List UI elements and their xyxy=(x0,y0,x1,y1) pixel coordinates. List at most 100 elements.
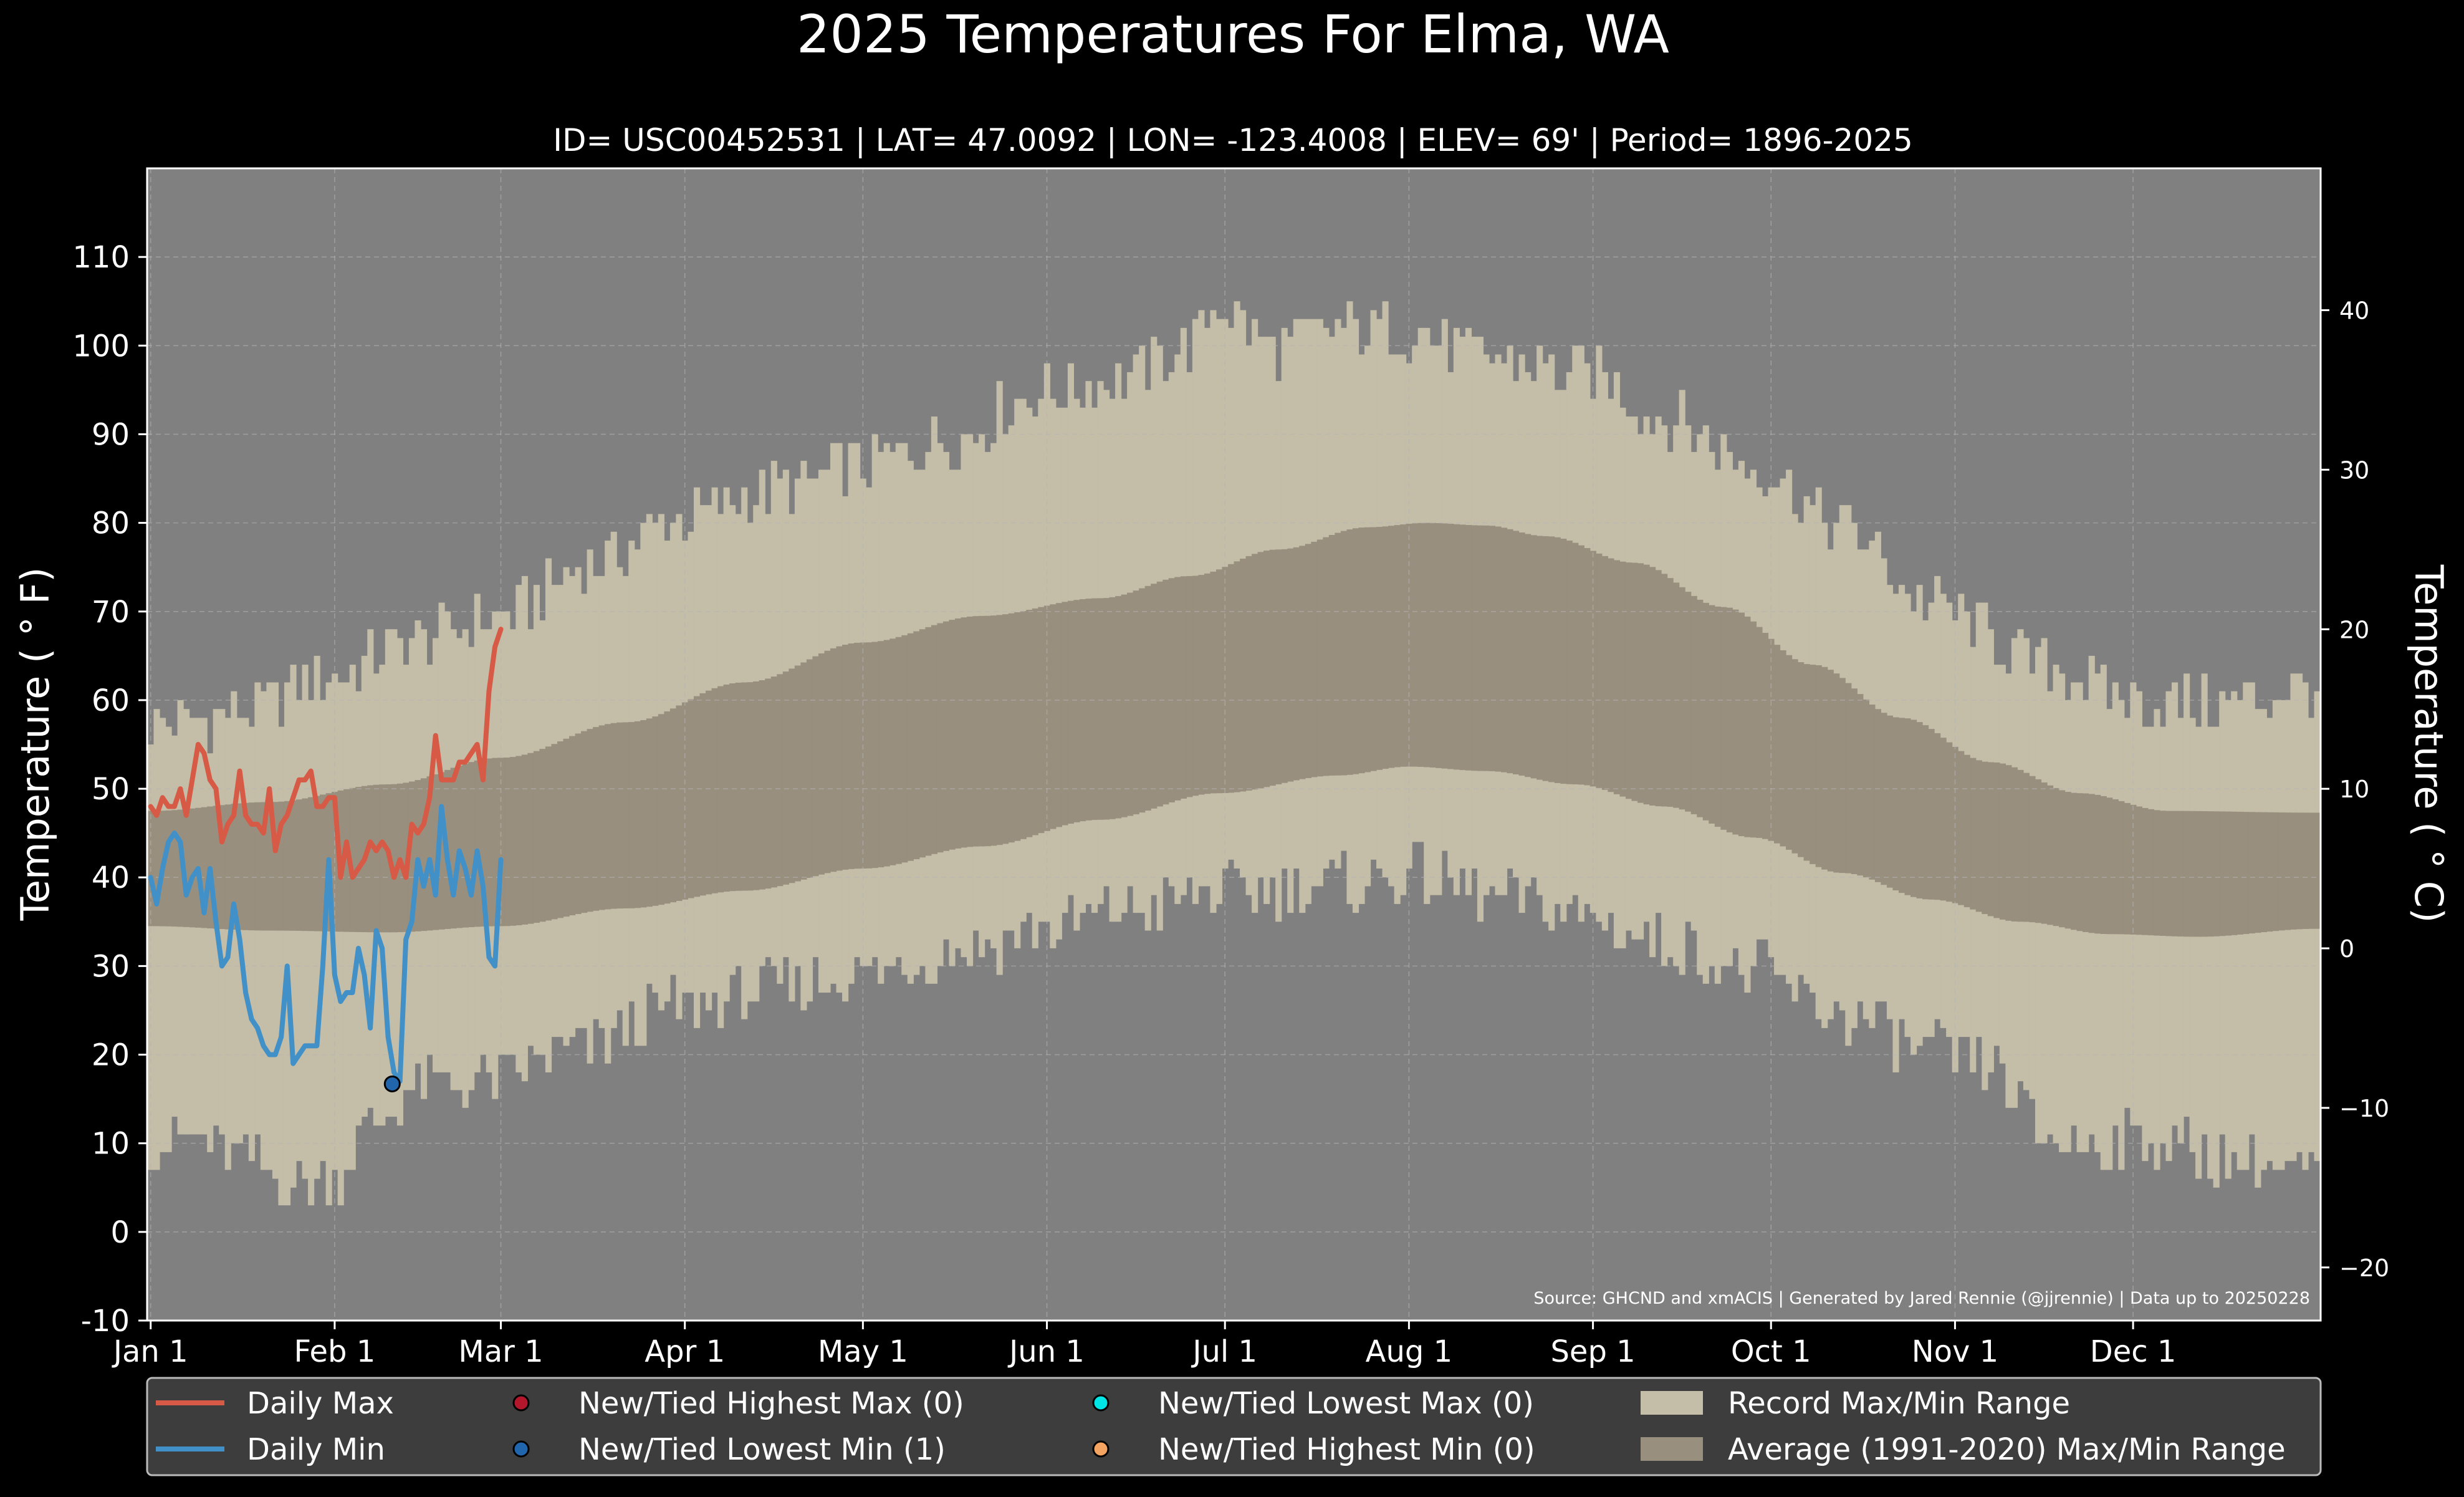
record-range-bar xyxy=(284,682,291,1206)
legend-item: New/Tied Lowest Max (0) xyxy=(1092,1386,1534,1421)
normal-range-bar xyxy=(219,805,226,930)
normal-range-bar xyxy=(610,723,617,909)
normal-range-bar xyxy=(640,720,647,908)
normal-range-bar xyxy=(1810,665,1816,864)
normal-range-bar xyxy=(1803,664,1810,861)
normal-range-bar xyxy=(1643,564,1650,805)
normal-range-bar xyxy=(272,802,279,931)
normal-range-bar xyxy=(2118,801,2125,935)
normal-range-bar xyxy=(320,794,327,931)
normal-range-bar xyxy=(1827,670,1834,872)
normal-range-bar xyxy=(1507,529,1513,774)
record-range-bar xyxy=(2225,700,2232,1179)
normal-range-bar xyxy=(1845,683,1852,874)
normal-range-bar xyxy=(1115,596,1122,819)
normal-range-bar xyxy=(706,690,712,895)
y-tick-label: 10 xyxy=(92,1127,130,1162)
normal-range-bar xyxy=(1406,524,1412,767)
normal-range-bar xyxy=(2201,811,2208,937)
normal-range-bar xyxy=(2071,792,2078,930)
normal-range-bar xyxy=(1744,616,1751,837)
x-tick-label: Feb 1 xyxy=(294,1334,376,1369)
normal-range-bar xyxy=(557,741,564,918)
normal-range-bar xyxy=(1417,522,1424,767)
normal-range-bar xyxy=(373,784,380,933)
normal-range-bar xyxy=(1690,595,1697,814)
normal-range-bar xyxy=(367,785,374,933)
normal-range-bar xyxy=(569,736,576,916)
normal-range-bar xyxy=(854,642,861,869)
normal-range-bar xyxy=(2154,810,2160,936)
normal-range-bar xyxy=(1548,536,1555,782)
normal-range-bar xyxy=(1649,567,1656,806)
normal-range-bar xyxy=(1097,598,1104,820)
x-tick-label: Aug 1 xyxy=(1366,1334,1453,1369)
normal-range-bar xyxy=(1026,610,1033,837)
normal-range-bar xyxy=(1518,532,1525,776)
normal-range-bar xyxy=(1940,738,1947,901)
normal-range-bar xyxy=(2041,782,2048,924)
normal-range-bar xyxy=(1376,527,1383,770)
x-tick-label: Mar 1 xyxy=(458,1334,543,1369)
normal-range-bar xyxy=(967,616,974,847)
normal-range-bar xyxy=(183,809,190,927)
y-tick-label: 70 xyxy=(92,595,130,630)
normal-range-bar xyxy=(1910,720,1917,897)
normal-range-bar xyxy=(343,789,350,932)
normal-range-bar xyxy=(2243,812,2250,935)
normal-range-bar xyxy=(224,804,231,930)
normal-range-bar xyxy=(521,754,528,925)
normal-range-bar xyxy=(2248,812,2255,934)
normal-range-bar xyxy=(1186,575,1193,797)
normal-range-bar xyxy=(1869,705,1876,880)
legend-patch-swatch xyxy=(1641,1437,1703,1461)
normal-range-bar xyxy=(1062,602,1068,826)
y-right-tick-label: 20 xyxy=(2339,616,2369,643)
normal-range-bar xyxy=(1613,560,1621,794)
normal-range-bar xyxy=(2059,790,2066,928)
normal-range-bar xyxy=(777,674,784,887)
x-tick-label: Sep 1 xyxy=(1550,1334,1635,1369)
normal-range-bar xyxy=(391,784,398,933)
normal-range-bar xyxy=(723,684,730,892)
normal-range-bar xyxy=(1316,539,1323,777)
normal-range-bar xyxy=(1993,762,2000,918)
normal-range-bar xyxy=(1424,522,1431,768)
normal-range-bar xyxy=(308,797,315,931)
normal-range-bar xyxy=(2177,811,2184,937)
normal-range-bar xyxy=(1323,537,1330,776)
normal-range-bar xyxy=(1525,534,1532,777)
normal-range-bar xyxy=(1536,536,1543,780)
legend-item: Record Max/Min Range xyxy=(1641,1386,2070,1421)
normal-range-bar xyxy=(2159,811,2167,936)
x-tick-label: Jul 1 xyxy=(1191,1334,1257,1369)
normal-range-bar xyxy=(954,618,962,849)
normal-range-bar xyxy=(213,806,219,929)
legend-item: New/Tied Highest Max (0) xyxy=(512,1386,964,1421)
normal-range-bar xyxy=(1020,611,1027,839)
record-range-bar xyxy=(2106,709,2113,1170)
normal-range-bar xyxy=(266,802,273,931)
record-range-bar xyxy=(2272,700,2279,1170)
normal-range-bar xyxy=(2136,806,2142,935)
normal-range-bar xyxy=(296,799,303,931)
record-range-bar xyxy=(2260,709,2267,1170)
normal-range-bar xyxy=(1862,699,1869,878)
normal-range-bar xyxy=(2207,811,2214,937)
legend-dot-swatch xyxy=(1092,1440,1110,1458)
normal-range-bar xyxy=(1133,590,1139,815)
normal-range-bar xyxy=(1400,524,1407,767)
normal-range-bar xyxy=(1970,758,1977,910)
y-tick-label: 40 xyxy=(92,860,130,895)
x-tick-label: May 1 xyxy=(818,1334,908,1369)
normal-range-bar xyxy=(1726,607,1733,833)
normal-range-bar xyxy=(1922,725,1929,900)
normal-range-bar xyxy=(2083,793,2089,932)
normal-range-bar xyxy=(1429,522,1436,768)
normal-range-bar xyxy=(984,615,991,847)
normal-range-bar xyxy=(1904,718,1911,895)
normal-range-bar xyxy=(2272,812,2279,931)
normal-range-bar xyxy=(1340,531,1348,776)
normal-range-bar xyxy=(1293,547,1300,781)
normal-range-bar xyxy=(1697,599,1704,817)
